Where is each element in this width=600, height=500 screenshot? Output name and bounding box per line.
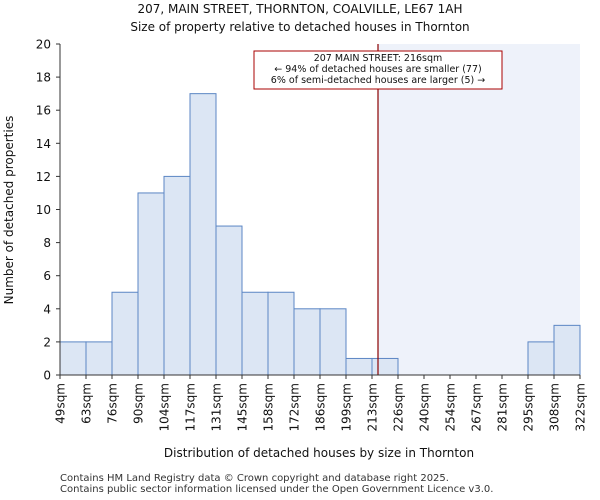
y-tick-label: 12 xyxy=(36,170,51,184)
plot-area: 0 2 4 6 8 10 12 14 16 18 20 49sqm 63sqm 76sqm 90sqm 104… xyxy=(36,38,588,432)
x-axis-label: Distribution of detached houses by size … xyxy=(164,446,474,460)
x-tick-label: 254sqm xyxy=(444,383,458,431)
histogram-bar[interactable] xyxy=(163,175,191,376)
x-tick-label: 308sqm xyxy=(548,383,562,431)
y-tick-label: 2 xyxy=(43,335,51,349)
annotation-box xyxy=(253,50,503,90)
x-tick-label: 199sqm xyxy=(340,383,354,431)
footer-line-2: Contains public sector information licen… xyxy=(60,484,494,495)
histogram-bar[interactable] xyxy=(293,308,321,376)
x-tick-label: 226sqm xyxy=(392,383,406,431)
histogram-bar[interactable] xyxy=(319,308,347,376)
histogram-bar[interactable] xyxy=(189,93,217,376)
x-tick-label: 131sqm xyxy=(210,383,224,431)
histogram-bar[interactable] xyxy=(111,291,139,376)
larger-property-region xyxy=(378,44,580,375)
histogram-bar[interactable] xyxy=(267,291,295,376)
x-tick-label: 240sqm xyxy=(418,383,432,431)
histogram-bar[interactable] xyxy=(85,341,113,376)
x-tick-label: 104sqm xyxy=(158,383,172,431)
y-axis-label: Number of detached properties xyxy=(2,116,16,305)
x-tick-label: 117sqm xyxy=(184,383,198,431)
x-tick-label: 295sqm xyxy=(522,383,536,431)
y-tick-label: 0 xyxy=(43,369,51,383)
x-tick-label: 145sqm xyxy=(236,383,250,431)
y-tick-label: 10 xyxy=(36,203,51,217)
x-tick-label: 322sqm xyxy=(574,383,588,431)
x-tick-label: 281sqm xyxy=(496,383,510,431)
y-tick-label: 14 xyxy=(36,137,51,151)
chart-subtitle: Size of property relative to detached ho… xyxy=(130,20,469,34)
x-tick-label: 172sqm xyxy=(288,383,302,431)
x-tick-label: 267sqm xyxy=(470,383,484,431)
x-tick-label: 158sqm xyxy=(262,383,276,431)
x-tick-label: 76sqm xyxy=(106,383,120,424)
annotation-line-2: ← 94% of detached houses are smaller (77… xyxy=(274,64,481,75)
x-tick-label: 63sqm xyxy=(80,383,94,424)
histogram-bar[interactable] xyxy=(527,341,555,376)
annotation-line-1: 207 MAIN STREET: 216sqm xyxy=(314,53,443,64)
chart-title: 207, MAIN STREET, THORNTON, COALVILLE, L… xyxy=(137,2,462,16)
y-tick-label: 8 xyxy=(43,236,51,250)
histogram-bar[interactable] xyxy=(215,225,243,376)
histogram-bar[interactable] xyxy=(371,357,399,376)
histogram-bar[interactable] xyxy=(241,291,269,376)
footer: Contains HM Land Registry data © Crown c… xyxy=(60,473,493,495)
annotation-line-3: 6% of semi-detached houses are larger (5… xyxy=(271,75,485,86)
y-tick-label: 16 xyxy=(36,104,51,118)
histogram-bar[interactable] xyxy=(137,192,165,376)
y-tick-label: 20 xyxy=(36,38,51,52)
y-tick-label: 18 xyxy=(36,71,51,85)
x-tick-label: 49sqm xyxy=(54,383,68,424)
histogram-bar[interactable] xyxy=(345,357,373,376)
x-tick-label: 90sqm xyxy=(132,383,146,424)
x-tick-label: 213sqm xyxy=(366,383,380,431)
histogram-bar[interactable] xyxy=(553,324,581,376)
y-tick-label: 6 xyxy=(43,269,51,283)
x-tick-label: 186sqm xyxy=(314,383,328,431)
footer-line-1: Contains HM Land Registry data © Crown c… xyxy=(60,473,449,484)
y-tick-label: 4 xyxy=(43,302,51,316)
histogram-bar[interactable] xyxy=(59,341,87,376)
